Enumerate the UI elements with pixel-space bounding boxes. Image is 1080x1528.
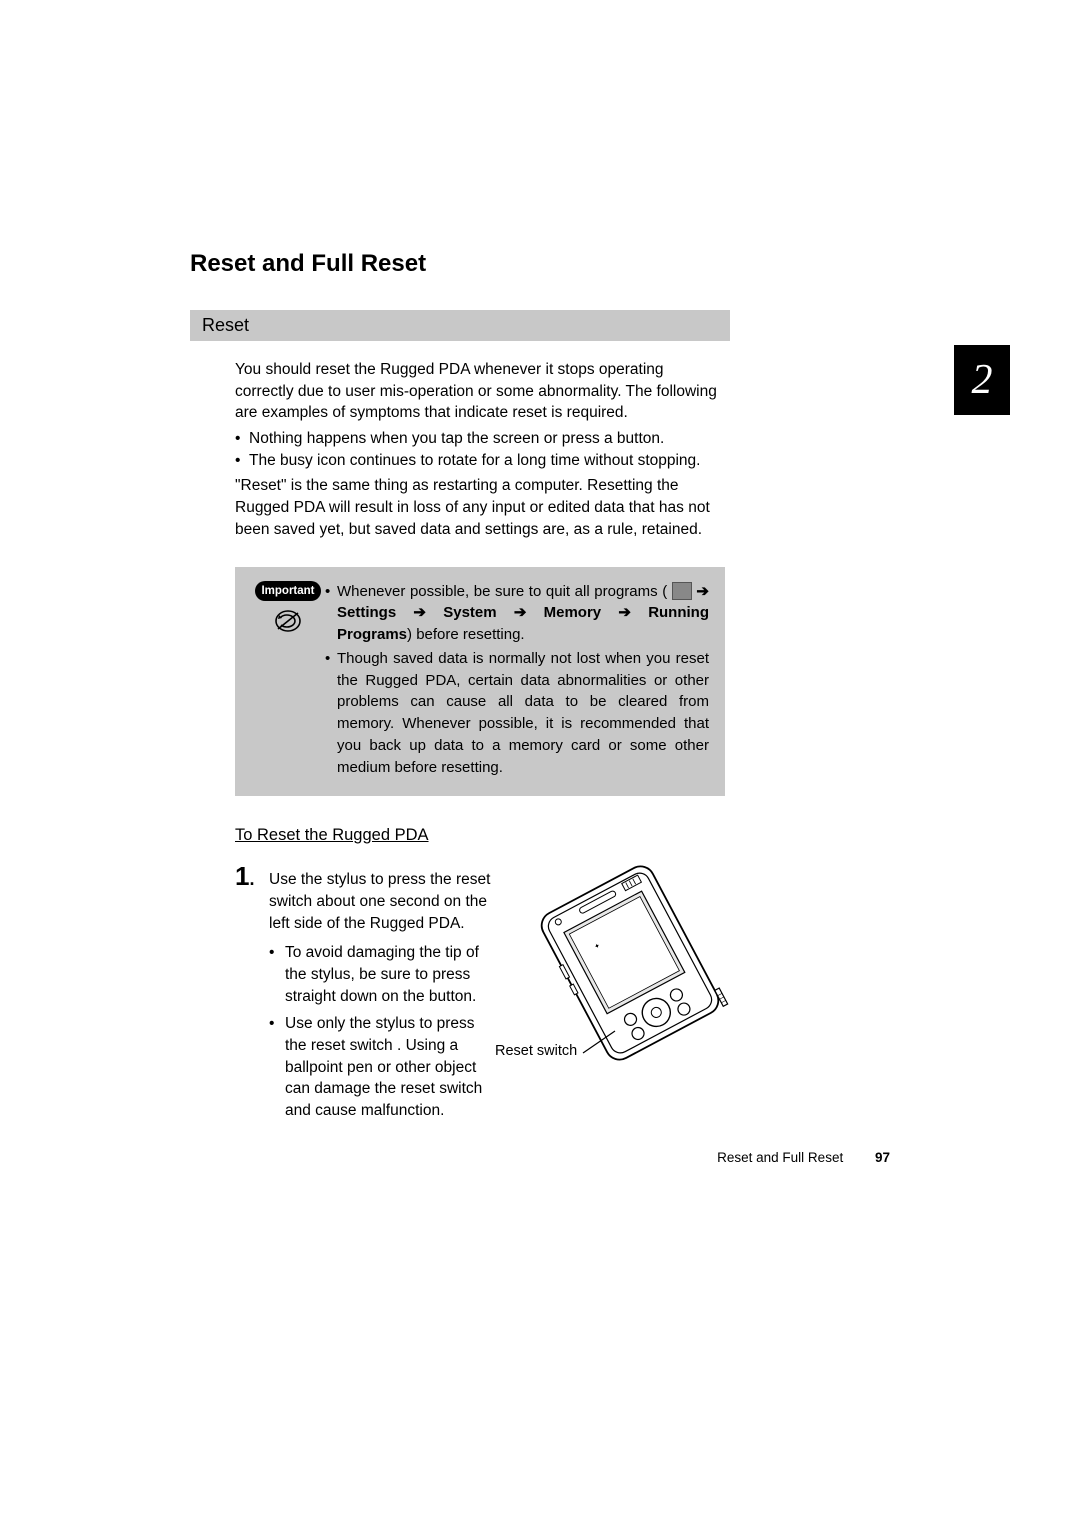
- sub-bullet-text: Use only the stylus to press the reset s…: [285, 1013, 495, 1121]
- important-item: Whenever possible, be sure to quit all p…: [337, 581, 709, 646]
- page-title: Reset and Full Reset: [190, 250, 890, 278]
- bullet-text: The busy icon continues to rotate for a …: [249, 450, 700, 472]
- step-number: 1.: [235, 863, 269, 1128]
- important-badge: Important: [255, 581, 320, 602]
- step-text: Use the stylus to press the reset switch…: [269, 869, 495, 934]
- bullet-marker: •: [235, 450, 249, 472]
- subheading: To Reset the Rugged PDA: [235, 826, 890, 845]
- footer-text: Reset and Full Reset: [717, 1150, 843, 1165]
- windows-icon: [672, 582, 692, 600]
- bullet-marker: •: [325, 581, 337, 646]
- after-paragraph: "Reset" is the same thing as restarting …: [235, 475, 725, 540]
- sub-bullet-text: To avoid damaging the tip of the stylus,…: [285, 942, 495, 1007]
- section-header: Reset: [190, 310, 730, 341]
- section-body: You should reset the Rugged PDA whenever…: [235, 359, 725, 541]
- page-footer: Reset and Full Reset 97: [717, 1150, 890, 1165]
- important-callout: Important • Whenever possible, be sure t…: [235, 567, 725, 797]
- important-item: Though saved data is normally not lost w…: [337, 648, 709, 779]
- pda-diagram: ✦: [495, 863, 890, 1128]
- intro-paragraph: You should reset the Rugged PDA whenever…: [235, 359, 725, 424]
- diagram-label: Reset switch: [495, 1043, 577, 1059]
- bullet-marker: •: [269, 942, 285, 1007]
- no-return-icon: [274, 607, 302, 635]
- chapter-tab: 2: [954, 345, 1010, 415]
- bullet-marker: •: [235, 428, 249, 450]
- bullet-text: Nothing happens when you tap the screen …: [249, 428, 664, 450]
- bullet-marker: •: [269, 1013, 285, 1121]
- bullet-marker: •: [325, 648, 337, 779]
- page-number: 97: [875, 1150, 890, 1165]
